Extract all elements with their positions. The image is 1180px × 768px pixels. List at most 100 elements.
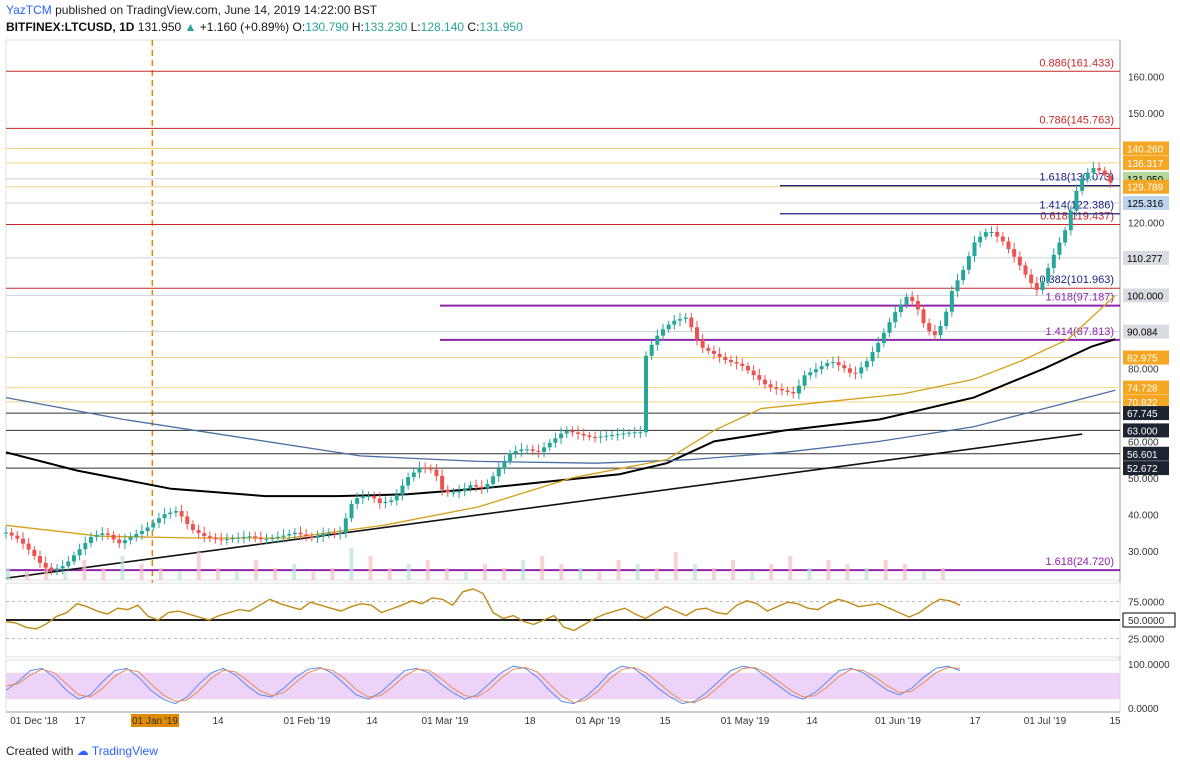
- candle-body: [893, 312, 898, 323]
- x-axis-tick: 17: [74, 716, 86, 727]
- price-axis-tick: 120.000: [1128, 218, 1165, 229]
- extension-level-label: 1.618(24.720): [1046, 556, 1115, 568]
- candle-body: [983, 232, 988, 237]
- volume-bar: [521, 560, 526, 580]
- price-label-box: [1123, 250, 1169, 265]
- candle-body: [281, 535, 286, 537]
- candle-body: [779, 388, 784, 391]
- candle-body: [479, 486, 484, 489]
- ma200-line: [5, 338, 1116, 498]
- candle-body: [224, 538, 229, 540]
- candle-body: [598, 436, 603, 438]
- price-label-box: [1123, 196, 1169, 211]
- candle-body: [830, 362, 835, 364]
- volume-bar: [425, 560, 430, 580]
- volume-bar: [921, 572, 926, 580]
- rsi-pane[interactable]: 75.0000 50.0000 25.0000: [5, 582, 1176, 658]
- volume-bar: [883, 560, 888, 580]
- volume-bar: [769, 564, 774, 580]
- candle-body: [530, 449, 535, 451]
- volume-bar: [635, 564, 640, 580]
- candle-body: [1029, 274, 1034, 284]
- open-value: 130.790: [305, 20, 349, 34]
- candle-body: [321, 533, 326, 537]
- candle-body: [219, 539, 224, 541]
- candle-body: [559, 433, 564, 439]
- candle-body: [468, 485, 473, 489]
- rsi-line: [5, 588, 961, 632]
- candle-body: [644, 355, 649, 433]
- stoch-line: [5, 666, 961, 704]
- volume-bar: [406, 564, 411, 580]
- volume-bar: [63, 572, 68, 580]
- candle-body: [230, 538, 235, 540]
- candle-body: [604, 435, 609, 437]
- volume-bar: [692, 564, 697, 580]
- candle-body: [876, 342, 881, 353]
- candle-body: [1074, 190, 1079, 211]
- volume-bar: [483, 564, 487, 580]
- volume-bar: [444, 568, 449, 580]
- candle-body: [32, 549, 37, 557]
- candle-body: [213, 537, 218, 540]
- volume-bar: [673, 552, 678, 580]
- candle-body: [207, 536, 212, 538]
- candle-body: [881, 332, 886, 343]
- candle-body: [366, 496, 371, 498]
- candle-body: [762, 379, 767, 385]
- candle-body: [1006, 241, 1011, 250]
- candle-body: [768, 384, 773, 388]
- candle-body: [491, 476, 496, 484]
- x-axis-tick: 01 Feb '19: [284, 716, 331, 727]
- extension-level-label: 1.414(87.813): [1046, 326, 1115, 338]
- volume-bar: [540, 556, 545, 580]
- price-label-box: [1123, 288, 1169, 303]
- candle-body: [134, 534, 139, 538]
- open-label: O:: [292, 20, 306, 34]
- candle-body: [202, 533, 207, 537]
- candle-body: [711, 350, 716, 354]
- high-value: 133.230: [363, 20, 408, 34]
- candle-body: [927, 323, 932, 332]
- symbol-name: BITFINEX:LTCUSD, 1D: [6, 20, 135, 34]
- extension-level-label: 1.618(97.187): [1046, 292, 1115, 304]
- volume-bar: [273, 568, 278, 580]
- candle-body: [1051, 254, 1056, 268]
- price-axis-tick: 150.000: [1128, 109, 1165, 120]
- candle-body: [887, 322, 892, 333]
- author-link[interactable]: YazTCM: [6, 3, 52, 17]
- volume-bar: [254, 560, 259, 580]
- volume-bar: [25, 572, 30, 580]
- stoch-rsi-pane[interactable]: 100.0000 0.0000: [5, 659, 1170, 715]
- candle-body: [71, 555, 76, 562]
- price-pane[interactable]: 0.886(161.433) 0.786(145.763) 0.618(119.43…: [4, 39, 1169, 712]
- x-axis-tick: 14: [366, 716, 378, 727]
- chart-area[interactable]: 0.886(161.433) 0.786(145.763) 0.618(119.43…: [0, 0, 1180, 740]
- volume-bar: [502, 568, 507, 580]
- volume-bar: [101, 568, 106, 580]
- tradingview-brand[interactable]: TradingView: [91, 744, 158, 758]
- x-axis-tick: 01 Dec '18: [10, 716, 58, 727]
- candle-body: [915, 301, 920, 310]
- tradingview-logo-icon: ☁: [76, 744, 89, 758]
- candle-body: [190, 524, 195, 531]
- candle-body: [978, 236, 983, 243]
- volume-bar: [234, 572, 239, 580]
- candle-body: [111, 534, 116, 540]
- price-label-text: 129.789: [1127, 183, 1164, 194]
- created-with-text: Created with: [6, 744, 74, 758]
- candle-body: [20, 538, 25, 544]
- stoch-band: [6, 672, 1120, 700]
- price-label-text: 90.084: [1127, 328, 1158, 339]
- candle-body: [26, 543, 31, 550]
- candle-body: [706, 347, 711, 351]
- x-axis-tick: 14: [806, 716, 818, 727]
- x-axis-tick: 01 Jan '19: [132, 716, 178, 727]
- candle-body: [938, 325, 943, 336]
- candle-body: [502, 461, 507, 469]
- volume-bar: [196, 552, 201, 580]
- candle-body: [1000, 236, 1005, 242]
- last-price: 131.950: [137, 20, 182, 34]
- candle-body: [428, 468, 433, 470]
- candle-body: [315, 536, 320, 538]
